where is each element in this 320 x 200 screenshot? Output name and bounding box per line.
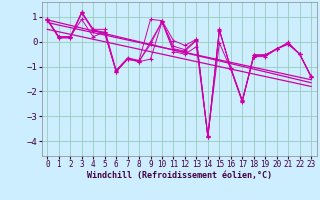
X-axis label: Windchill (Refroidissement éolien,°C): Windchill (Refroidissement éolien,°C) bbox=[87, 171, 272, 180]
